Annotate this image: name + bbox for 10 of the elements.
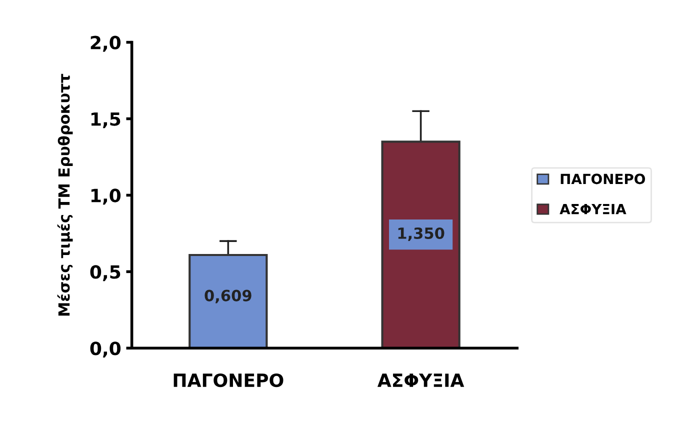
y-tick-label: 1,0 [91,188,121,205]
y-tick-label: 0,0 [90,342,121,358]
data-label: 1,350 [398,227,444,241]
y-axis-title: Μέσες τιμές ΤΜ Ερυθροκυττ [57,74,73,316]
data-label: 0,609 [204,290,252,304]
legend-label: ΑΣΦΥΞΙΑ [560,204,626,214]
legend-label: ΠΑΓΟΝΕΡΟ [560,174,645,184]
y-tick-label: 2,0 [90,36,121,52]
y-tick-label: 0,5 [90,265,120,282]
y-tick-label: 1,5 [91,112,120,128]
